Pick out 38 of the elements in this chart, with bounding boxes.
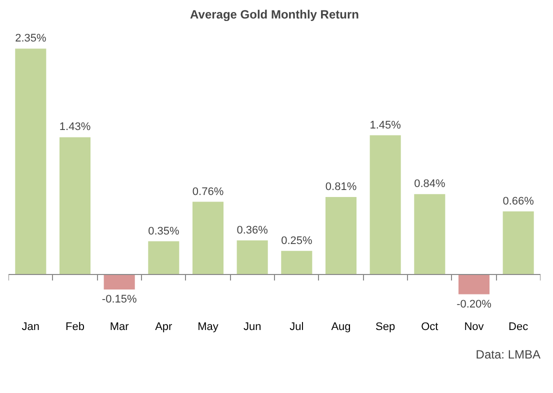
bar — [59, 137, 91, 275]
data-label: 0.76% — [192, 186, 224, 198]
bar — [148, 241, 180, 275]
x-tick-label: May — [198, 320, 219, 333]
data-label: 0.81% — [325, 180, 357, 193]
x-tick-label: Jun — [243, 320, 262, 333]
bar — [236, 240, 268, 275]
x-tick-label: Sep — [376, 320, 396, 333]
data-label: -0.15% — [102, 293, 137, 306]
bar — [370, 135, 401, 275]
data-label: 2.35% — [15, 32, 46, 45]
data-label: 0.35% — [148, 225, 180, 238]
x-tick-label: Feb — [66, 320, 84, 333]
x-tick-label: Jan — [22, 320, 40, 333]
data-label: 0.25% — [281, 234, 312, 247]
data-label: 0.84% — [414, 178, 446, 190]
bar — [414, 194, 446, 275]
x-tick-label: Jul — [290, 320, 304, 333]
x-tick-label: Oct — [421, 320, 438, 333]
x-tick-label: Mar — [110, 320, 130, 333]
data-label: 0.66% — [502, 195, 534, 208]
data-label: 1.45% — [370, 119, 402, 132]
data-label: 0.36% — [236, 224, 268, 236]
data-label: -0.20% — [456, 298, 492, 310]
bar — [15, 48, 46, 275]
bar — [458, 274, 490, 294]
bar — [192, 202, 224, 275]
bar — [281, 250, 312, 275]
bar — [502, 211, 534, 275]
text: Data: LMBA — [476, 348, 541, 362]
x-tick-label: Dec — [508, 320, 529, 333]
chart-title: Average Gold Monthly Return — [190, 8, 359, 22]
bar — [325, 196, 357, 275]
x-tick-label: Aug — [331, 320, 351, 333]
bar — [104, 274, 135, 290]
x-tick-label: Apr — [155, 320, 173, 333]
data-label: 1.43% — [59, 121, 91, 134]
x-tick-label: Nov — [464, 320, 484, 333]
